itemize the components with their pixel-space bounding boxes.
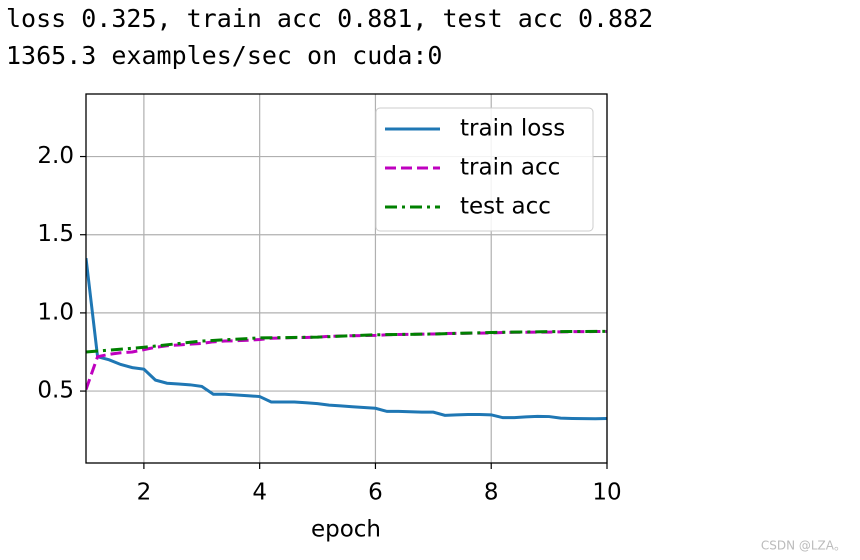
y-tick-label: 1.5 xyxy=(37,221,74,247)
x-tick-label: 4 xyxy=(252,480,267,506)
series-line xyxy=(86,329,607,354)
x-tick-label: 10 xyxy=(592,480,621,506)
chart-subtitle: 1365.3 examples/sec on cuda:0 xyxy=(6,41,443,70)
legend-label: test acc xyxy=(460,194,551,220)
plot-frame xyxy=(85,93,608,464)
legend-box xyxy=(375,107,594,232)
x-tick-label: 2 xyxy=(137,480,152,506)
x-axis-label: epoch xyxy=(311,517,381,543)
y-tick-label: 2.0 xyxy=(37,143,74,169)
y-tick-label: 1.0 xyxy=(37,299,74,325)
series-line xyxy=(86,330,607,391)
x-tick-label: 8 xyxy=(484,480,499,506)
x-tick-label: 6 xyxy=(368,480,383,506)
legend-label: train loss xyxy=(460,116,565,142)
legend-label: train acc xyxy=(460,155,560,181)
y-tick-label: 0.5 xyxy=(37,378,74,404)
chart-title: loss 0.325, train acc 0.881, test acc 0.… xyxy=(6,4,653,33)
watermark: CSDN @LZA。 xyxy=(761,539,846,553)
series-line xyxy=(86,257,607,421)
